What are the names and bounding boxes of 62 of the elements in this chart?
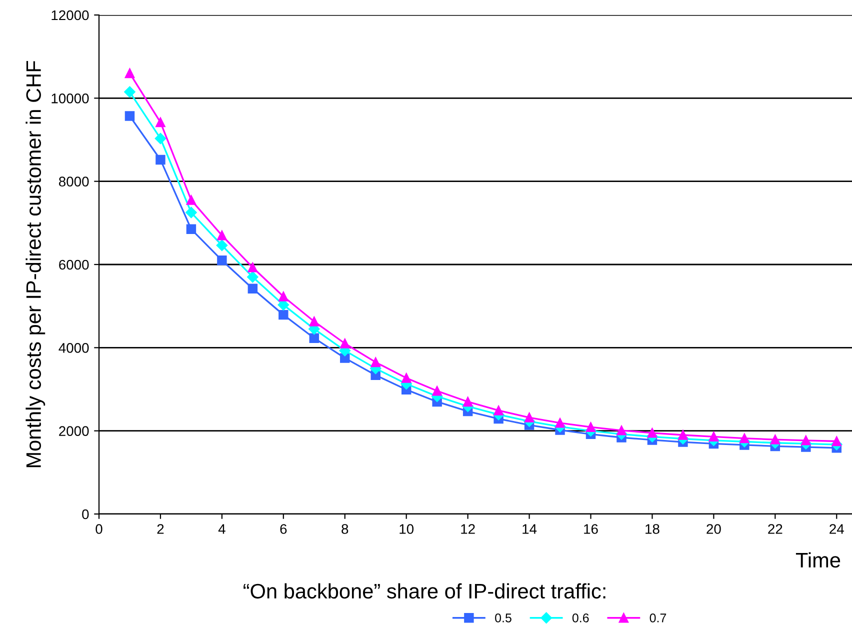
- y-tick-label: 0: [82, 509, 89, 520]
- y-tick-label: 8000: [58, 176, 89, 187]
- y-tick-label: 10000: [52, 94, 89, 104]
- point: [217, 255, 227, 266]
- point: [432, 386, 442, 396]
- point: [216, 240, 228, 251]
- y-tick-label: 2000: [59, 426, 89, 436]
- point: [555, 418, 565, 428]
- x-tick-label: 2: [157, 524, 164, 534]
- point: [278, 292, 288, 302]
- point: [186, 206, 197, 218]
- legend-label: 0.7: [650, 614, 666, 622]
- x-tick-label: 16: [584, 524, 598, 534]
- point: [124, 111, 135, 121]
- point: [740, 433, 750, 444]
- x-tick-label: 22: [768, 524, 782, 534]
- point: [247, 271, 258, 283]
- point: [248, 284, 258, 294]
- y-tick-label: 12000: [52, 10, 89, 20]
- point: [462, 396, 473, 407]
- point: [678, 430, 688, 440]
- legend-title: “On backbone” share of IP-direct traffic:: [244, 583, 606, 599]
- point: [124, 68, 135, 78]
- point: [154, 132, 166, 144]
- x-tick-label: 8: [342, 524, 348, 534]
- point: [278, 310, 288, 320]
- point: [801, 436, 811, 446]
- point: [647, 428, 658, 438]
- x-tick-label: 18: [646, 524, 660, 534]
- point: [124, 86, 136, 98]
- x-tick-label: 6: [280, 524, 287, 534]
- x-tick-label: 14: [522, 524, 537, 534]
- point: [708, 432, 719, 442]
- y-tick-label: 6000: [59, 260, 89, 270]
- x-tick-label: 4: [218, 524, 226, 534]
- point: [186, 195, 196, 205]
- y-axis-title: Monthly costs per IP-direct customer in CHF: [26, 60, 46, 468]
- point: [616, 426, 626, 436]
- legend-label: 0.5: [495, 614, 512, 622]
- point: [340, 338, 350, 348]
- point: [832, 436, 842, 446]
- point: [156, 117, 166, 128]
- x-tick-label: 20: [706, 524, 721, 534]
- legend-label: 0.6: [572, 614, 589, 622]
- point: [401, 373, 412, 383]
- y-tick-label: 4000: [58, 343, 89, 353]
- x-tick-label: 24: [830, 524, 844, 534]
- point: [156, 154, 166, 165]
- x-tick-label: 12: [461, 524, 475, 534]
- point: [586, 422, 596, 432]
- point: [186, 224, 196, 234]
- point: [370, 357, 380, 368]
- x-tick-label: 10: [400, 524, 414, 534]
- point: [248, 262, 258, 272]
- x-axis-title: Time: [796, 552, 840, 568]
- point: [524, 412, 534, 422]
- x-tick-label: 0: [96, 524, 102, 534]
- point: [217, 230, 227, 240]
- point: [309, 316, 320, 326]
- point: [770, 434, 780, 444]
- point: [494, 406, 504, 416]
- point: [309, 333, 320, 343]
